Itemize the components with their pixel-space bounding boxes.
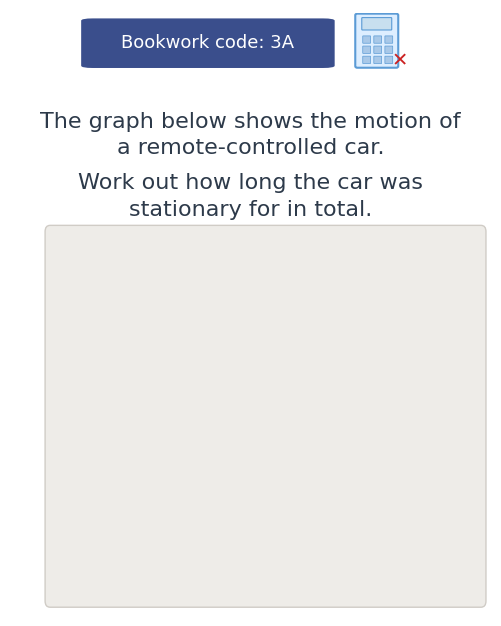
Text: a remote-controlled car.: a remote-controlled car. [117, 138, 384, 158]
FancyBboxPatch shape [363, 36, 371, 43]
FancyBboxPatch shape [362, 18, 392, 30]
FancyBboxPatch shape [363, 56, 371, 63]
FancyBboxPatch shape [355, 14, 398, 68]
FancyBboxPatch shape [374, 36, 382, 43]
FancyBboxPatch shape [374, 56, 382, 63]
X-axis label: Time (s): Time (s) [245, 592, 316, 607]
FancyBboxPatch shape [385, 36, 393, 43]
FancyBboxPatch shape [385, 46, 393, 53]
Text: stationary for in total.: stationary for in total. [129, 200, 372, 220]
FancyBboxPatch shape [374, 46, 382, 53]
Y-axis label: Velocity (m/s): Velocity (m/s) [51, 351, 66, 469]
FancyBboxPatch shape [385, 56, 393, 63]
FancyBboxPatch shape [81, 18, 335, 68]
Text: Work out how long the car was: Work out how long the car was [78, 173, 423, 193]
Text: Bookwork code: 3A: Bookwork code: 3A [121, 34, 295, 52]
Text: The graph below shows the motion of: The graph below shows the motion of [40, 112, 461, 132]
Text: ✕: ✕ [391, 51, 408, 70]
FancyBboxPatch shape [363, 46, 371, 53]
